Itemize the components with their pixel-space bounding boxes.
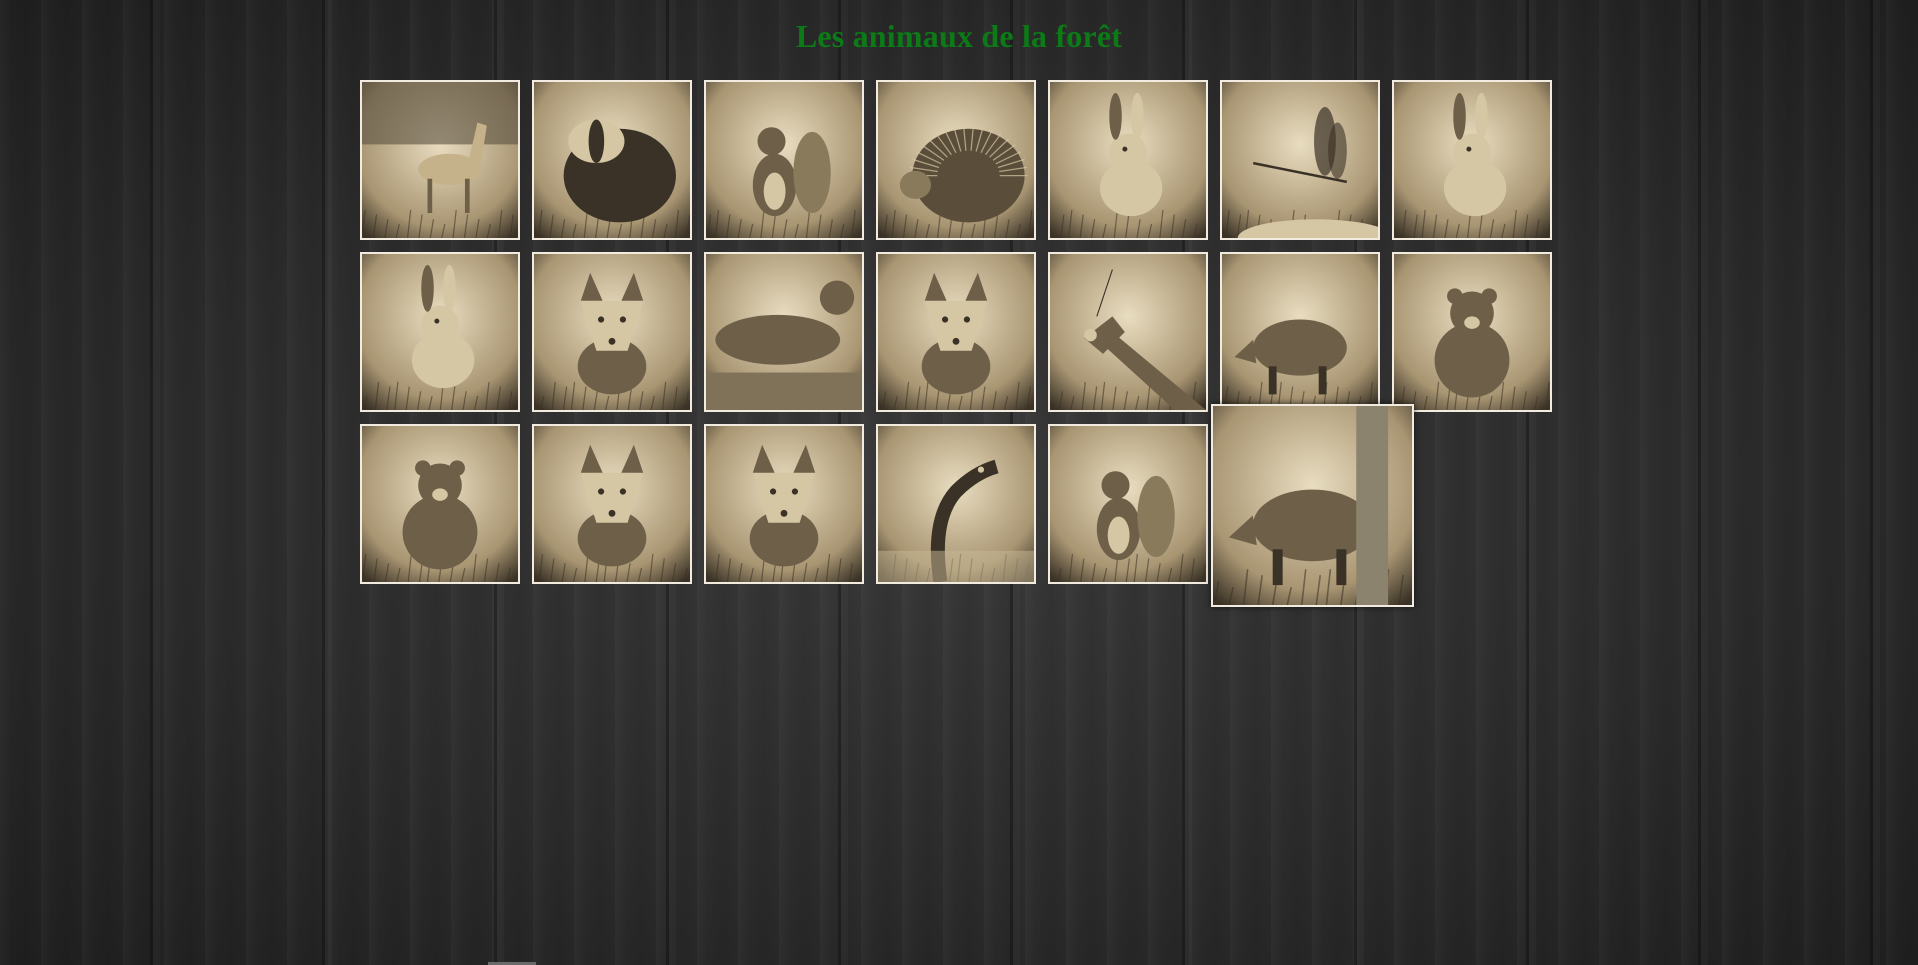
hedgehog-photo[interactable] [876, 80, 1036, 240]
page-title: Les animaux de la forêt [795, 18, 1123, 54]
bear-photo[interactable] [360, 424, 520, 584]
animal-image [534, 426, 690, 582]
mantis-photo[interactable] [1048, 252, 1208, 412]
animal-image [1050, 426, 1206, 582]
fox-photo[interactable] [704, 424, 864, 584]
animal-image [362, 82, 518, 238]
animal-image [878, 82, 1034, 238]
animal-image [362, 254, 518, 410]
scroll-indicator [488, 962, 536, 965]
animal-image [1050, 82, 1206, 238]
hare-photo[interactable] [1392, 80, 1552, 240]
snake-photo[interactable] [876, 424, 1036, 584]
animal-image [1050, 254, 1206, 410]
animal-image [1222, 82, 1378, 238]
lynx-photo[interactable] [876, 252, 1036, 412]
animal-image [534, 254, 690, 410]
wild-boar-photo[interactable] [1211, 404, 1414, 607]
dragonfly-photo[interactable] [1220, 80, 1380, 240]
animal-image [1394, 254, 1550, 410]
animal-image [706, 426, 862, 582]
squirrel-photo[interactable] [1048, 424, 1208, 584]
animal-image [706, 82, 862, 238]
rabbit-photo[interactable] [360, 252, 520, 412]
bear-cub-photo[interactable] [1392, 252, 1552, 412]
young-boar-photo[interactable] [1220, 252, 1380, 412]
otter-photo[interactable] [704, 252, 864, 412]
deer-photo[interactable] [360, 80, 520, 240]
animal-image [1394, 82, 1550, 238]
animal-image [878, 254, 1034, 410]
squirrel-photo[interactable] [704, 80, 864, 240]
animal-image [878, 426, 1034, 582]
animal-image [362, 426, 518, 582]
wolf-photo[interactable] [532, 252, 692, 412]
animal-image [1222, 254, 1378, 410]
rabbit-photo[interactable] [1048, 80, 1208, 240]
animal-image [706, 254, 862, 410]
animal-image [1213, 406, 1412, 605]
animal-image [534, 82, 690, 238]
badger-photo[interactable] [532, 80, 692, 240]
fox-cub-photo[interactable] [532, 424, 692, 584]
